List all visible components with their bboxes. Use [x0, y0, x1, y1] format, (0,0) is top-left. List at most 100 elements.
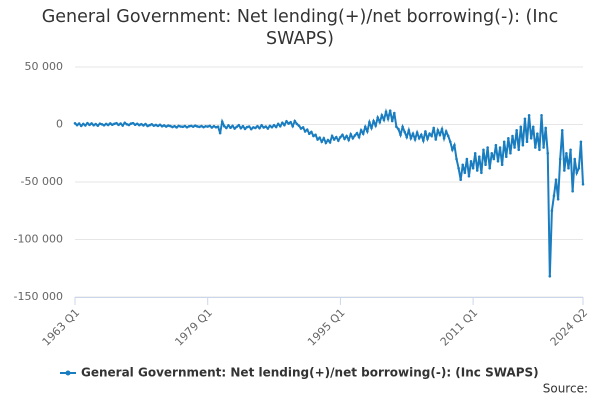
point [446, 134, 450, 138]
point [399, 133, 402, 137]
point [504, 155, 508, 158]
point [108, 122, 112, 125]
point [73, 122, 77, 125]
point [208, 124, 212, 128]
point [96, 124, 100, 127]
point [511, 134, 514, 138]
point [424, 130, 427, 133]
point [162, 124, 166, 127]
point [567, 166, 570, 170]
y-tick-label: -50 000 [21, 175, 63, 188]
point [320, 140, 324, 144]
point [442, 137, 446, 140]
y-tick-label: -100 000 [14, 233, 63, 246]
point [339, 135, 342, 139]
point [540, 114, 543, 117]
point [276, 122, 280, 126]
point [127, 123, 131, 127]
point [509, 151, 512, 155]
point [137, 123, 141, 127]
point [92, 123, 95, 127]
point [376, 116, 380, 119]
point [158, 123, 162, 127]
point [430, 134, 433, 138]
point [160, 124, 164, 128]
point [285, 119, 288, 123]
point [222, 124, 226, 128]
point [393, 111, 396, 115]
point [482, 148, 485, 152]
point [318, 136, 321, 140]
point [386, 117, 390, 121]
source: Source: [543, 382, 588, 396]
point [361, 132, 365, 135]
point [314, 133, 317, 137]
point [556, 197, 560, 201]
point [295, 122, 299, 126]
point [111, 123, 114, 127]
point [471, 166, 475, 170]
chart-title: General Government: Net lending(+)/net b… [41, 7, 559, 49]
point [247, 125, 251, 128]
point [517, 148, 521, 152]
point [558, 157, 562, 161]
x-tick-label: 2011 Q1 [438, 306, 481, 349]
point [337, 139, 340, 142]
point [469, 160, 473, 163]
point [88, 123, 91, 127]
point [115, 121, 118, 125]
point [231, 124, 234, 128]
point [233, 127, 236, 130]
point [252, 126, 255, 129]
point [490, 151, 494, 155]
point [254, 126, 257, 130]
point [332, 138, 336, 141]
point [382, 118, 386, 122]
point [191, 125, 195, 128]
point [262, 126, 265, 129]
point [235, 125, 239, 129]
point [575, 171, 579, 175]
point [330, 134, 334, 138]
point [214, 125, 218, 129]
point [264, 125, 268, 128]
point [308, 132, 311, 135]
point [546, 151, 550, 155]
series-line [74, 108, 584, 277]
point [444, 130, 448, 133]
point [384, 110, 388, 114]
point [117, 123, 120, 127]
point [75, 123, 79, 127]
point [550, 209, 554, 213]
point [453, 143, 456, 147]
point [312, 134, 315, 138]
point [407, 128, 411, 132]
point [301, 126, 305, 129]
point [374, 124, 377, 127]
point [494, 143, 498, 147]
point [334, 135, 338, 139]
point [291, 124, 295, 128]
point [571, 189, 574, 193]
point [216, 125, 220, 128]
point [152, 124, 156, 127]
point [455, 157, 458, 161]
point [94, 122, 98, 126]
point [324, 141, 328, 145]
point [225, 126, 228, 130]
point [388, 109, 392, 112]
point [552, 194, 556, 198]
legend-label: General Government: Net lending(+)/net b… [81, 366, 539, 380]
point [150, 122, 154, 126]
point [283, 123, 286, 127]
point [560, 128, 564, 132]
point [175, 126, 178, 129]
point [187, 125, 191, 128]
point [401, 125, 404, 129]
point [106, 123, 110, 127]
point [565, 151, 568, 155]
point [212, 124, 216, 128]
point [411, 132, 415, 135]
point [146, 124, 149, 128]
point [434, 138, 438, 141]
